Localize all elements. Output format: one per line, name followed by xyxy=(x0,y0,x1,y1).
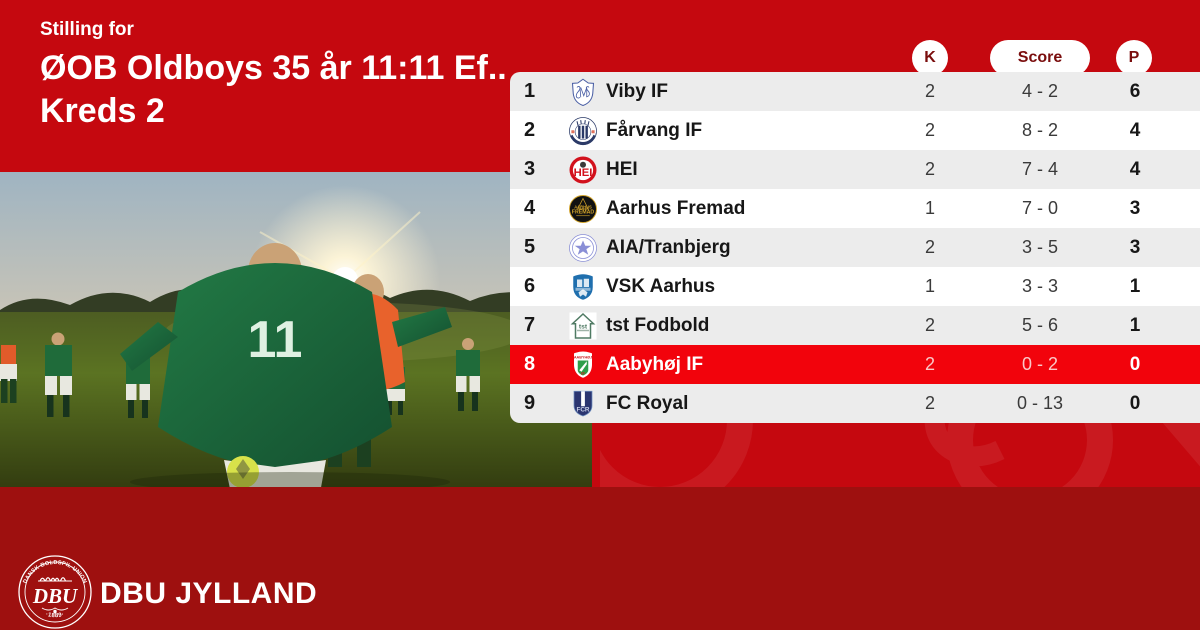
svg-text:tst: tst xyxy=(579,323,588,330)
svg-text:FCR: FCR xyxy=(576,406,589,413)
svg-text:AABYHØJ: AABYHØJ xyxy=(574,355,592,359)
svg-text:DBU: DBU xyxy=(32,584,79,608)
svg-text:HEI: HEI xyxy=(574,167,593,179)
svg-text:AARHUS: AARHUS xyxy=(574,204,592,209)
svg-text:11: 11 xyxy=(248,311,303,369)
svg-text:FREMAD: FREMAD xyxy=(572,209,595,215)
svg-text:IF: IF xyxy=(581,370,585,375)
